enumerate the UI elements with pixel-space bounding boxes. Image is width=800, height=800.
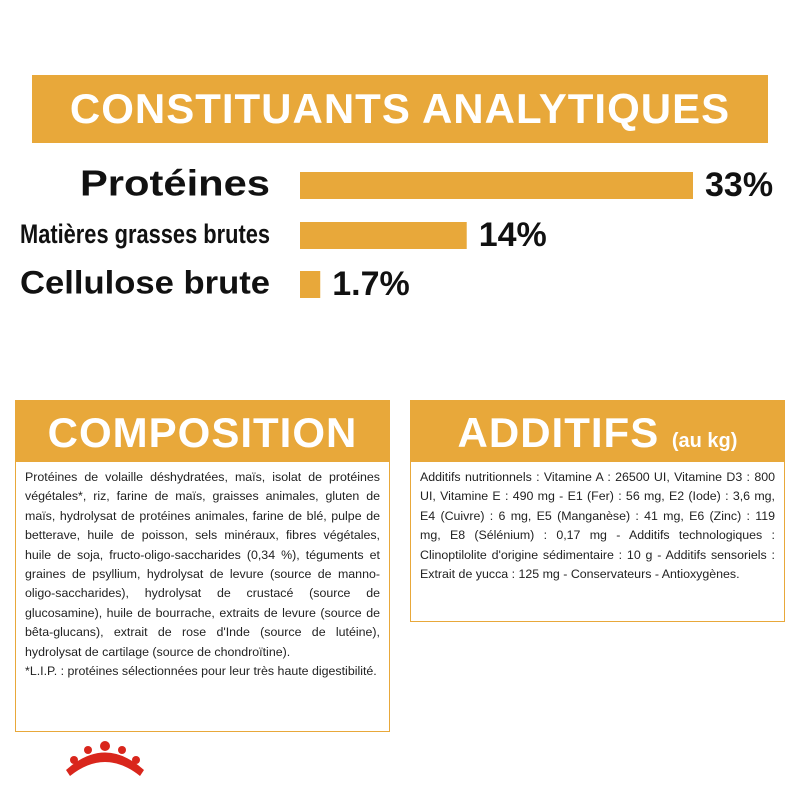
title: CONSTITUANTS ANALYTIQUES bbox=[69, 85, 731, 132]
chart: Protéines 33% Matières grasses brutes 14% Ce… bbox=[20, 163, 773, 303]
title-banner: CONSTITUANTS ANALYTIQUES bbox=[32, 75, 768, 143]
bar bbox=[300, 172, 693, 199]
composition-box: Protéines de volaille déshydratées, maïs… bbox=[15, 462, 390, 732]
category-label: Matières grasses brutes bbox=[20, 219, 270, 249]
composition-banner: COMPOSITION bbox=[15, 400, 390, 462]
category-label: Protéines bbox=[80, 163, 270, 204]
additifs-box: Additifs nutritionnels : Vitamine A : 26… bbox=[410, 462, 785, 622]
composition-text: Protéines de volaille déshydratées, maïs… bbox=[25, 470, 380, 659]
category-label: Cellulose brute bbox=[20, 264, 270, 300]
bar bbox=[300, 222, 467, 249]
bar bbox=[300, 271, 321, 298]
additifs-unit: (au kg) bbox=[671, 430, 738, 452]
composition-note: *L.I.P. : protéines sélectionnées pour l… bbox=[25, 664, 377, 679]
value-label: 1.7% bbox=[332, 265, 410, 303]
value-label: 14% bbox=[479, 216, 547, 254]
composition-title: COMPOSITION bbox=[47, 409, 358, 456]
crown-logo bbox=[66, 741, 144, 776]
value-label: 33% bbox=[705, 166, 773, 204]
additifs-banner: ADDITIFS (au kg) bbox=[410, 400, 785, 462]
additifs-text: Additifs nutritionnels : Vitamine A : 26… bbox=[420, 470, 775, 582]
additifs-title: ADDITIFS bbox=[457, 409, 660, 456]
